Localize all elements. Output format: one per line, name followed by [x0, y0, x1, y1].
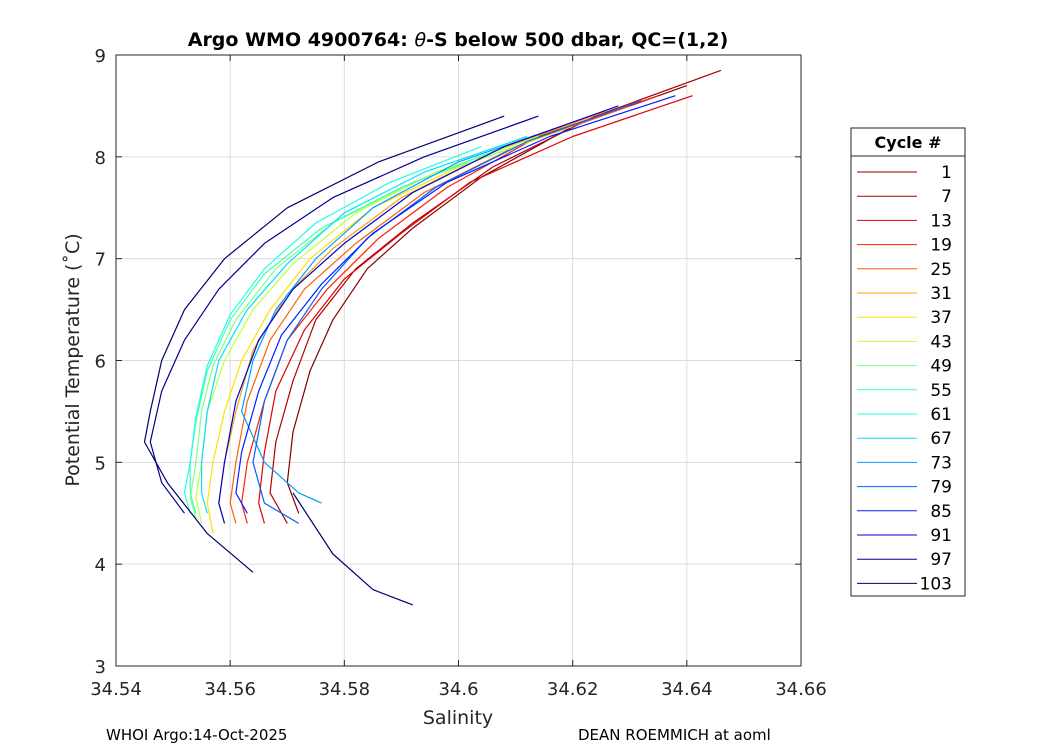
x-axis-label: Salinity — [423, 707, 493, 729]
legend-label-61: 61 — [930, 405, 952, 425]
legend-label-97: 97 — [930, 550, 952, 570]
y-tick-label: 8 — [95, 148, 106, 169]
y-axis-label: Potential Temperature (˚C) — [62, 233, 84, 486]
y-tick-label: 7 — [95, 250, 106, 271]
legend-label-73: 73 — [930, 453, 952, 473]
legend-label-37: 37 — [930, 308, 952, 328]
chart-title: Argo WMO 4900764: θ-S below 500 dbar, QC… — [188, 29, 729, 51]
series-line-cycle-67 — [201, 135, 528, 514]
y-tick-label: 5 — [95, 453, 106, 474]
series-line-cycle-7 — [269, 69, 722, 524]
x-tick-label: 34.64 — [661, 679, 713, 700]
legend-label-31: 31 — [930, 284, 952, 304]
series-line-cycle-79 — [252, 100, 642, 524]
x-tick-label: 34.56 — [204, 679, 256, 700]
series-line-cycle-61 — [183, 146, 482, 514]
legend-title: Cycle # — [875, 133, 942, 152]
x-tick-label: 34.62 — [547, 679, 599, 700]
y-tick-label: 3 — [95, 657, 106, 678]
series-line-cycle-103b — [292, 492, 414, 606]
series-line-cycle-103 — [143, 115, 505, 573]
y-tick-label: 9 — [95, 46, 106, 67]
x-tick-label: 34.6 — [438, 679, 478, 700]
legend-label-79: 79 — [930, 478, 952, 498]
legend-label-103: 103 — [920, 574, 952, 594]
x-tick-label: 34.58 — [319, 679, 371, 700]
legend-label-7: 7 — [941, 187, 952, 207]
legend: Cycle # 1 7 13 19 25 31 37 43 49 55 61 67 73 79 85 91 97… — [850, 127, 966, 597]
legend-label-85: 85 — [930, 502, 952, 522]
x-tick-label: 34.54 — [90, 679, 142, 700]
legend-label-43: 43 — [930, 332, 952, 352]
legend-label-13: 13 — [930, 211, 952, 231]
legend-label-91: 91 — [930, 526, 952, 546]
legend-label-67: 67 — [930, 429, 952, 449]
legend-label-55: 55 — [930, 381, 952, 401]
legend-items: 1 7 13 19 25 31 37 43 49 55 61 67 73 79 85 91 97 103 — [857, 163, 952, 594]
series-line-cycle-73 — [241, 125, 562, 504]
legend-label-25: 25 — [930, 260, 952, 280]
series-line-cycle-55 — [189, 151, 494, 514]
legend-label-19: 19 — [930, 236, 952, 256]
series-line-cycle-91 — [218, 105, 619, 524]
series-line-cycle-37 — [206, 125, 573, 534]
axis-ticks: 34.54 34.56 34.58 34.6 34.62 34.64 34.66 3 4 5 6 7 8… — [90, 46, 827, 700]
series-line-cycle-49 — [189, 146, 516, 519]
footer-left: WHOI Argo:14-Oct-2025 — [106, 726, 288, 744]
x-tick-label: 34.66 — [775, 679, 827, 700]
y-tick-label: 4 — [95, 555, 106, 576]
series-group — [143, 69, 722, 606]
legend-box — [850, 127, 966, 597]
series-line-cycle-85 — [235, 95, 676, 514]
legend-label-49: 49 — [930, 357, 952, 377]
series-line-cycle-1 — [286, 85, 688, 514]
series-line-cycle-13 — [258, 95, 693, 524]
footer-right: DEAN ROEMMICH at aoml — [578, 726, 771, 744]
series-line-cycle-43 — [195, 135, 539, 524]
legend-label-1: 1 — [941, 163, 952, 183]
y-tick-label: 6 — [95, 352, 106, 373]
